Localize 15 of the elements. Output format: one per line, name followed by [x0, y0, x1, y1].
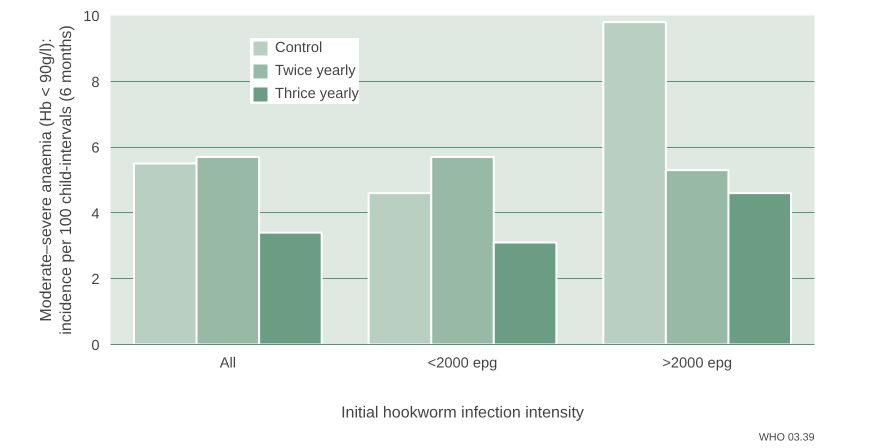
legend-label: Thrice yearly — [275, 86, 359, 102]
x-tick-label: <2000 epg — [428, 356, 498, 372]
x-axis-title: Initial hookworm infection intensity — [341, 404, 584, 422]
y-tick-label: 6 — [91, 140, 100, 157]
y-tick-label: 2 — [91, 272, 100, 288]
y-axis-title: Moderate–severe anaemia (Hb < 90g/l): incidence per 100 child-intervals (6 months) — [38, 25, 76, 335]
y-tick-label: 8 — [91, 74, 100, 91]
x-tick-label: All — [220, 356, 236, 372]
text: WHO 03.39 — [758, 432, 815, 444]
x-tick-label: >2000 epg — [662, 356, 732, 372]
y-tick-label: 4 — [91, 206, 100, 222]
legend-label: Twice yearly — [275, 63, 356, 79]
y-tick-label: 0 — [91, 338, 100, 354]
legend-label: Control — [275, 40, 322, 56]
y-tick-label: 10 — [83, 9, 100, 25]
